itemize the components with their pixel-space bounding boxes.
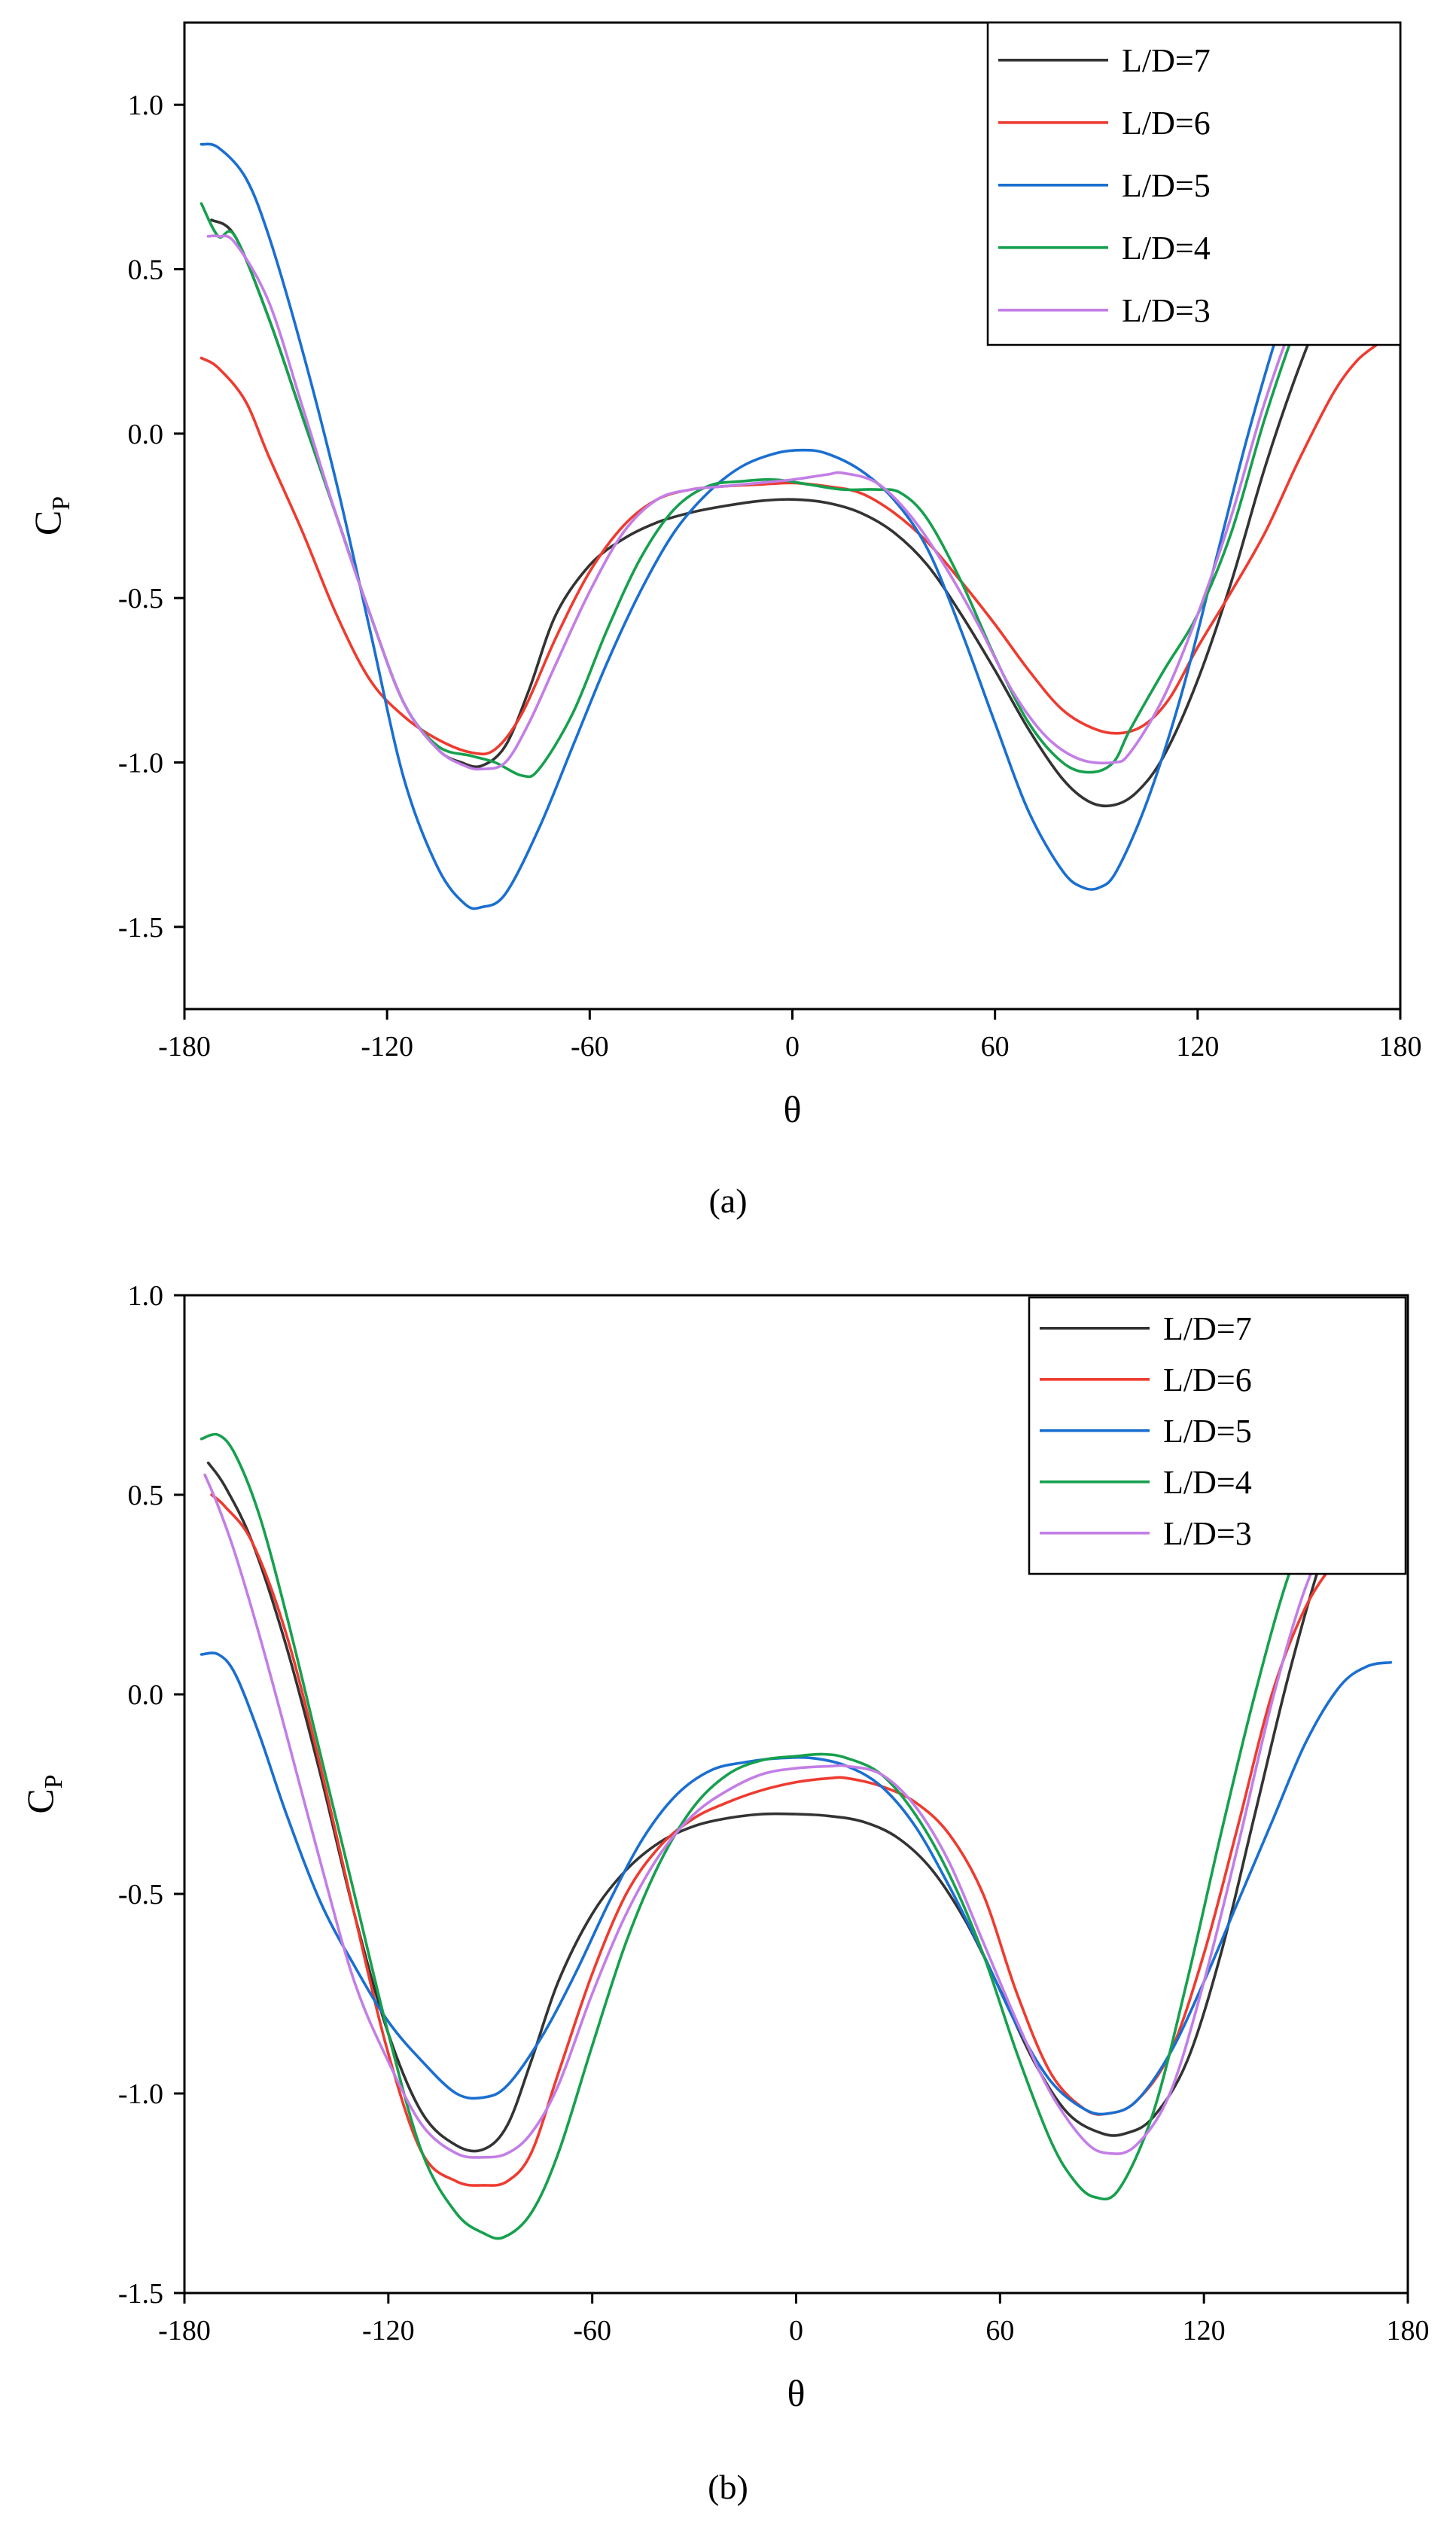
y-tick-label: -1.5 xyxy=(118,2278,163,2310)
y-tick-label: 1.0 xyxy=(128,1280,164,1312)
x-axis-label: θ xyxy=(787,2372,806,2414)
x-tick-label: 0 xyxy=(789,2315,803,2346)
series-line-ld6 xyxy=(210,1493,1382,2187)
y-tick-label: -1.5 xyxy=(118,912,163,944)
y-tick-label: 0.5 xyxy=(128,255,164,286)
x-tick-label: -180 xyxy=(158,2315,211,2346)
x-axis-label: θ xyxy=(784,1088,802,1130)
panel-caption: (b) xyxy=(708,2468,748,2506)
legend-label: L/D=5 xyxy=(1122,167,1211,204)
series-line-ld3 xyxy=(203,1473,1382,2159)
x-tick-label: 0 xyxy=(785,1031,800,1063)
x-tick-label: 180 xyxy=(1387,2315,1430,2346)
y-axis-label-main: C xyxy=(19,1788,61,1813)
series-line-ld3 xyxy=(206,228,1375,771)
series-line-ld5 xyxy=(200,142,1385,910)
legend-label: L/D=5 xyxy=(1163,1413,1252,1450)
x-tick-label: -180 xyxy=(158,1031,211,1063)
legend-label: L/D=6 xyxy=(1163,1362,1252,1398)
y-tick-label: 1.0 xyxy=(128,90,164,121)
series-line-ld4 xyxy=(200,1432,1382,2240)
y-axis-label-subscript: P xyxy=(47,496,75,511)
legend-label: L/D=6 xyxy=(1122,105,1211,142)
x-tick-label: -60 xyxy=(573,2315,611,2346)
x-tick-label: 120 xyxy=(1176,1031,1219,1063)
chart-panel-a: -180 -120 -60 0 60 120 180 -1.5 -1.0 -0.5 0.0 0.5 1.… xyxy=(26,21,1422,1220)
chart-panel-b: -180 -120 -60 0 60 120 180 -1.5 -1.0 -0.5 0.0 0.5 1.… xyxy=(19,1280,1430,2506)
legend-label: L/D=4 xyxy=(1163,1464,1252,1501)
legend-label: L/D=7 xyxy=(1122,42,1211,79)
x-tick-label: -120 xyxy=(361,1031,413,1063)
y-tick-label: -1.0 xyxy=(118,2078,163,2110)
x-tick-label: 180 xyxy=(1379,1031,1422,1063)
y-axis-label: CP xyxy=(26,496,75,535)
y-axis-label-main: C xyxy=(26,511,69,535)
legend-label: L/D=3 xyxy=(1163,1515,1252,1552)
y-tick-label: -0.5 xyxy=(118,583,163,614)
x-tick-label: 60 xyxy=(981,1031,1010,1063)
series-group xyxy=(200,1432,1393,2240)
series-group xyxy=(200,142,1385,910)
x-tick-label: -120 xyxy=(362,2315,415,2346)
legend-label: L/D=7 xyxy=(1163,1310,1252,1347)
legend-label: L/D=4 xyxy=(1122,230,1211,267)
panel-caption: (a) xyxy=(708,1182,747,1220)
legend: L/D=7 L/D=6 L/D=5 L/D=4 L/D=3 xyxy=(1028,1296,1407,1575)
series-line-ld6 xyxy=(200,343,1378,756)
x-tick-label: 60 xyxy=(985,2315,1014,2346)
legend-box xyxy=(1028,1296,1407,1575)
legend: L/D=7 L/D=6 L/D=5 L/D=4 L/D=3 xyxy=(986,21,1402,346)
y-tick-label: -0.5 xyxy=(118,1879,163,1910)
x-tick-label: -60 xyxy=(571,1031,609,1063)
x-tick-label: 120 xyxy=(1183,2315,1226,2346)
y-tick-label: 0.0 xyxy=(128,1679,164,1711)
y-axis-label: CP xyxy=(19,1774,68,1813)
y-axis-label-subscript: P xyxy=(40,1774,68,1788)
legend-label: L/D=3 xyxy=(1122,292,1211,329)
y-tick-label: -1.0 xyxy=(118,748,163,779)
y-tick-label: 0.0 xyxy=(128,419,164,450)
y-tick-label: 0.5 xyxy=(128,1480,164,1511)
